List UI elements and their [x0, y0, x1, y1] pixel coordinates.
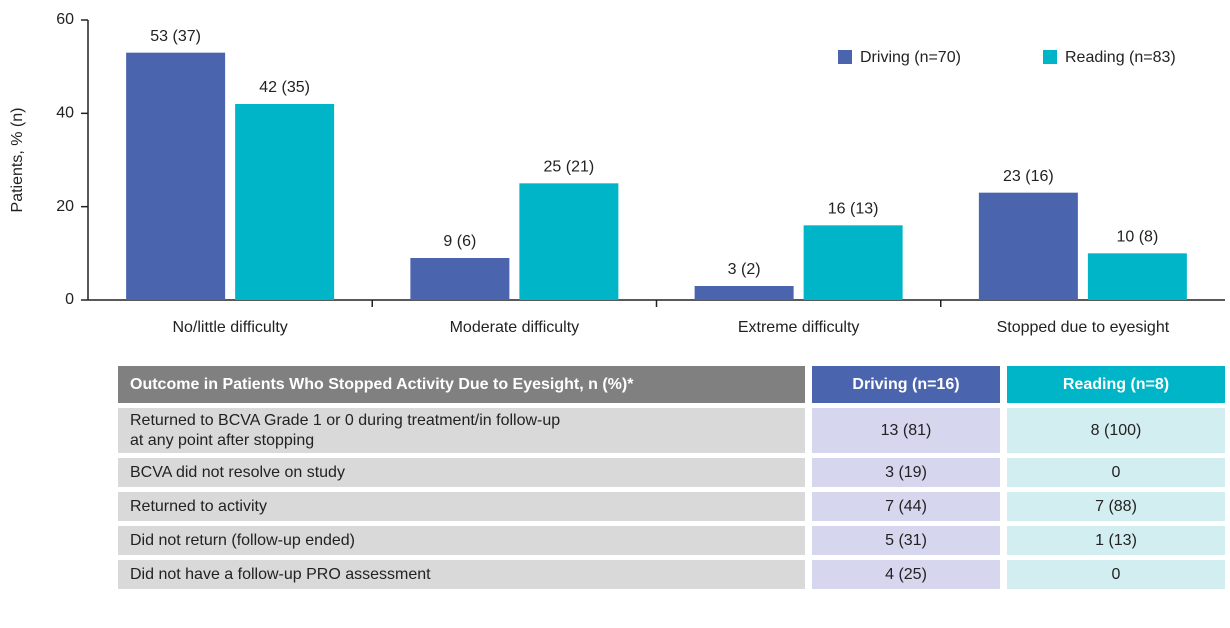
y-tick-label: 40	[56, 105, 74, 122]
x-tick-label: Extreme difficulty	[738, 319, 860, 336]
table-cell: 0	[1007, 560, 1225, 589]
value-label: 25 (21)	[544, 159, 595, 176]
table-cell: 7 (44)	[812, 492, 1000, 521]
table-cell: 4 (25)	[812, 560, 1000, 589]
x-tick-label: Moderate difficulty	[450, 319, 580, 336]
table-cell: Returned to activity	[118, 492, 805, 521]
x-tick-label: Stopped due to eyesight	[997, 319, 1170, 336]
value-label: 42 (35)	[259, 79, 310, 96]
value-label: 53 (37)	[150, 28, 201, 45]
table-cell: Did not have a follow-up PRO assessment	[118, 560, 805, 589]
bar	[126, 52, 226, 300]
table-cell: 7 (88)	[1007, 492, 1225, 521]
value-label: 9 (6)	[443, 233, 476, 250]
table-cell: Outcome in Patients Who Stopped Activity…	[118, 366, 805, 403]
y-axis-label: Patients, % (n)	[9, 108, 26, 213]
table-cell: 5 (31)	[812, 526, 1000, 555]
y-tick-label: 60	[56, 11, 74, 28]
value-label: 16 (13)	[828, 201, 879, 218]
bar	[519, 183, 619, 300]
table-cell: 3 (19)	[812, 458, 1000, 487]
bar	[235, 104, 335, 300]
table-cell: Reading (n=8)	[1007, 366, 1225, 403]
value-label: 23 (16)	[1003, 168, 1054, 185]
legend-swatch	[1043, 50, 1057, 64]
table-cell: BCVA did not resolve on study	[118, 458, 805, 487]
bar	[1087, 253, 1187, 300]
y-tick-label: 20	[56, 198, 74, 215]
table-cell: 0	[1007, 458, 1225, 487]
bar	[978, 192, 1078, 300]
chart: Patients, % (n) 0 20 40 60 No/little difficu…	[9, 11, 1225, 336]
y-tick-label: 0	[65, 291, 74, 308]
legend-label: Driving (n=70)	[860, 49, 961, 66]
table-cell: Returned to BCVA Grade 1 or 0 during tre…	[118, 408, 805, 453]
table-cell: 13 (81)	[812, 408, 1000, 453]
x-tick-label: No/little difficulty	[172, 319, 287, 336]
legend-label: Reading (n=83)	[1065, 49, 1176, 66]
legend-swatch	[838, 50, 852, 64]
table-cell: Driving (n=16)	[812, 366, 1000, 403]
table-cell: Did not return (follow-up ended)	[118, 526, 805, 555]
value-label: 3 (2)	[728, 261, 761, 278]
bar	[410, 258, 510, 300]
table-cell: 1 (13)	[1007, 526, 1225, 555]
value-label: 10 (8)	[1116, 229, 1158, 246]
bar	[694, 286, 794, 300]
bar	[803, 225, 903, 300]
table-cell: 8 (100)	[1007, 408, 1225, 453]
